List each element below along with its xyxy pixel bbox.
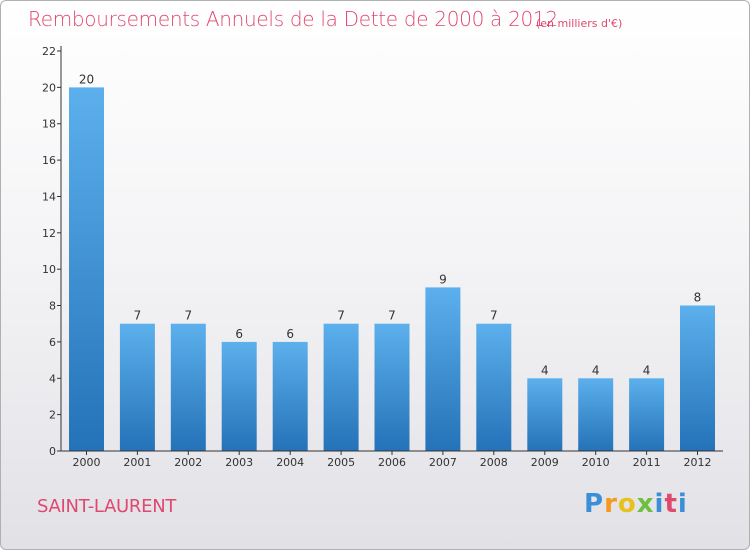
bar-2007 (425, 287, 461, 451)
x-tick-label-2001: 2001 (123, 456, 151, 469)
y-tick-label-14: 14 (42, 191, 56, 204)
x-tick-label-2005: 2005 (327, 456, 355, 469)
data-label-2006: 7 (388, 309, 396, 323)
bar-2004 (272, 341, 308, 451)
x-tick-label-2002: 2002 (174, 456, 202, 469)
commune-name: SAINT-LAURENT (37, 496, 177, 517)
bar-2003 (221, 341, 257, 451)
data-label-2008: 7 (490, 309, 498, 323)
x-tick-label-2006: 2006 (378, 456, 406, 469)
y-tick-label-6: 6 (49, 336, 56, 349)
bar-2000 (69, 87, 104, 452)
chart-title: Remboursements Annuels de la Dette de 20… (28, 7, 558, 31)
data-label-2009: 4 (541, 363, 549, 377)
bar-2011 (629, 378, 665, 451)
y-tick-label-2: 2 (49, 409, 56, 422)
logo-letter: o (617, 489, 637, 519)
y-tick-label-22: 22 (42, 45, 56, 58)
x-tick-label-2008: 2008 (480, 456, 508, 469)
logo-letter: P (584, 489, 605, 519)
data-label-2012: 8 (694, 291, 702, 305)
bar-2009 (527, 378, 563, 451)
bar-2010 (578, 378, 614, 451)
logo-letter: i (654, 489, 665, 519)
data-label-2003: 6 (235, 327, 243, 341)
bar-2008 (476, 323, 512, 451)
bar-2006 (374, 323, 410, 451)
y-tick-label-18: 18 (42, 118, 56, 131)
axes-group: 2000 2001 2002 2003 2004 2005 2006 2007 2008 2009… (42, 45, 723, 469)
y-tick-label-8: 8 (49, 300, 56, 313)
bar-2012 (680, 305, 715, 451)
data-label-2005: 7 (337, 309, 345, 323)
data-label-2010: 4 (592, 363, 600, 377)
data-label-2001: 7 (134, 309, 142, 323)
logo-letter: x (636, 489, 655, 519)
logo-letter: t (664, 489, 678, 519)
data-label-2007: 9 (439, 272, 447, 286)
data-label-2000: 20 (79, 72, 94, 86)
logo-letter: r (604, 489, 618, 519)
x-tick-label-2000: 2000 (73, 456, 101, 469)
bar-2005 (323, 323, 359, 451)
data-label-2002: 7 (184, 309, 192, 323)
proxiti-logo: Proxiti (584, 489, 688, 519)
y-tick-label-16: 16 (42, 154, 56, 167)
x-tick-label-2003: 2003 (225, 456, 253, 469)
x-tick-label-2007: 2007 (429, 456, 457, 469)
x-tick-label-2011: 2011 (633, 456, 661, 469)
x-tick-label-2010: 2010 (582, 456, 610, 469)
logo-letter: i (677, 489, 688, 519)
y-tick-label-10: 10 (42, 263, 56, 276)
x-tick-label-2004: 2004 (276, 456, 304, 469)
bar-2001 (119, 323, 155, 451)
y-tick-label-12: 12 (42, 227, 56, 240)
bars-group: 20 7 7 6 6 7 7 9 7 4 4 4 8 (69, 72, 715, 452)
x-tick-label-2012: 2012 (684, 456, 712, 469)
data-label-2011: 4 (643, 363, 651, 377)
y-tick-label-20: 20 (42, 81, 56, 94)
bar-2002 (170, 323, 206, 451)
chart-subtitle: (en milliers d'€) (536, 17, 623, 30)
y-tick-label-4: 4 (49, 372, 56, 385)
data-label-2004: 6 (286, 327, 294, 341)
y-tick-label-0: 0 (49, 445, 56, 458)
x-tick-label-2009: 2009 (531, 456, 559, 469)
